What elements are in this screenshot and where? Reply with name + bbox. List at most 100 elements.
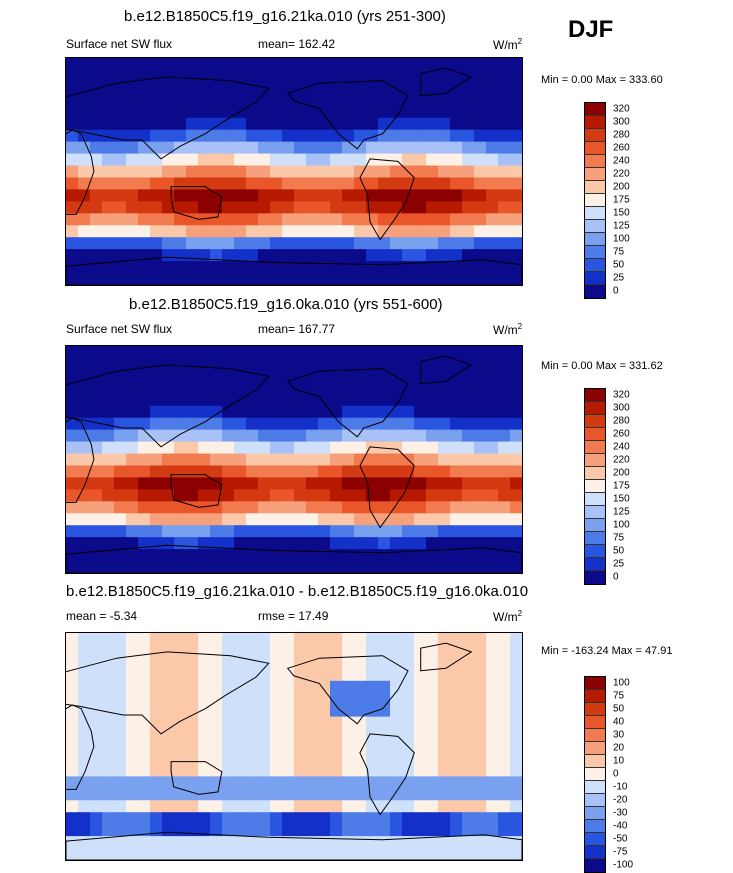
field-cell: [150, 153, 163, 167]
field-cell: [198, 561, 211, 573]
field-cell: [246, 453, 259, 467]
field-cell: [102, 429, 115, 443]
field-cell: [186, 249, 199, 262]
field-cell: [102, 812, 115, 825]
field-cell: [186, 81, 199, 95]
field-cell: [402, 668, 415, 682]
field-cell: [150, 225, 163, 238]
field-cell: [246, 513, 259, 526]
field-cell: [402, 237, 415, 250]
field-cell: [78, 177, 91, 191]
field-cell: [294, 752, 307, 766]
field-cell: [306, 346, 319, 359]
field-cell: [138, 369, 151, 383]
field-cell: [414, 117, 427, 131]
field-cell: [210, 501, 223, 514]
field-cell: [318, 824, 331, 837]
field-cell: [294, 417, 307, 431]
field-cell: [342, 716, 355, 730]
field-cell: [474, 357, 487, 371]
field-cell: [294, 141, 307, 155]
field-cell: [294, 656, 307, 670]
field-cell: [426, 213, 439, 226]
field-cell: [90, 489, 103, 502]
field-cell: [450, 429, 463, 443]
field-cell: [450, 201, 463, 214]
field-cell: [378, 81, 391, 95]
field-cell: [366, 369, 379, 383]
field-cell: [210, 441, 223, 455]
colorbar-tick-label: 75: [613, 690, 625, 701]
field-cell: [498, 633, 511, 646]
colorbar-tick-label: -30: [613, 807, 628, 818]
field-cell: [210, 189, 223, 202]
colorbar-swatch: [585, 493, 605, 506]
field-cell: [330, 141, 343, 155]
field-cell: [306, 69, 319, 83]
field-cell: [390, 117, 403, 131]
field-cell: [462, 477, 475, 490]
field-cell: [186, 692, 199, 706]
field-cell: [66, 633, 79, 646]
field-cell: [354, 704, 367, 718]
field-cell: [342, 848, 355, 860]
field-cell: [450, 692, 463, 706]
field-cell: [294, 69, 307, 83]
coastline: [66, 364, 270, 448]
field-cell: [402, 704, 415, 718]
field-cell: [210, 58, 223, 71]
field-cell: [150, 93, 163, 107]
field-cell: [378, 812, 391, 825]
field-cell: [366, 189, 379, 202]
field-cell: [366, 117, 379, 131]
field-cell: [114, 525, 127, 538]
field-cell: [282, 633, 295, 646]
field-cell: [498, 201, 511, 214]
field-cell: [174, 489, 187, 502]
coastline: [170, 474, 223, 508]
field-cell: [222, 836, 235, 849]
field-cell: [366, 824, 379, 837]
field-cell: [78, 105, 91, 119]
field-cell: [474, 848, 487, 860]
field-cell: [174, 117, 187, 131]
field-cell: [174, 153, 187, 167]
field-cell: [102, 680, 115, 694]
field-cell: [426, 453, 439, 467]
field-cell: [354, 728, 367, 742]
field-cell: [306, 716, 319, 730]
field-cell: [486, 141, 499, 155]
field-cell: [126, 525, 139, 538]
field-cell: [354, 465, 367, 479]
field-cell: [222, 764, 235, 777]
field-cell: [78, 357, 91, 371]
field-cell: [462, 393, 475, 407]
panel1-minmax: Min = 0.00 Max = 333.60: [541, 74, 663, 86]
field-cell: [246, 644, 259, 658]
field-cell: [438, 716, 451, 730]
field-cell: [426, 153, 439, 167]
field-cell: [222, 105, 235, 119]
field-cell: [498, 261, 511, 274]
field-cell: [66, 213, 79, 226]
field-cell: [510, 525, 522, 538]
field-cell: [234, 848, 247, 860]
field-cell: [414, 692, 427, 706]
field-cell: [354, 477, 367, 490]
field-cell: [354, 513, 367, 526]
field-cell: [102, 561, 115, 573]
field-cell: [318, 441, 331, 455]
field-cell: [474, 776, 487, 789]
field-cell: [342, 393, 355, 407]
field-cell: [138, 513, 151, 526]
field-cell: [270, 261, 283, 274]
field-cell: [150, 417, 163, 431]
field-cell: [150, 357, 163, 371]
field-cell: [390, 848, 403, 860]
field-cell: [282, 549, 295, 562]
field-cell: [450, 465, 463, 479]
field-cell: [126, 513, 139, 526]
field-cell: [354, 346, 367, 359]
field-cell: [246, 501, 259, 514]
field-cell: [366, 716, 379, 730]
